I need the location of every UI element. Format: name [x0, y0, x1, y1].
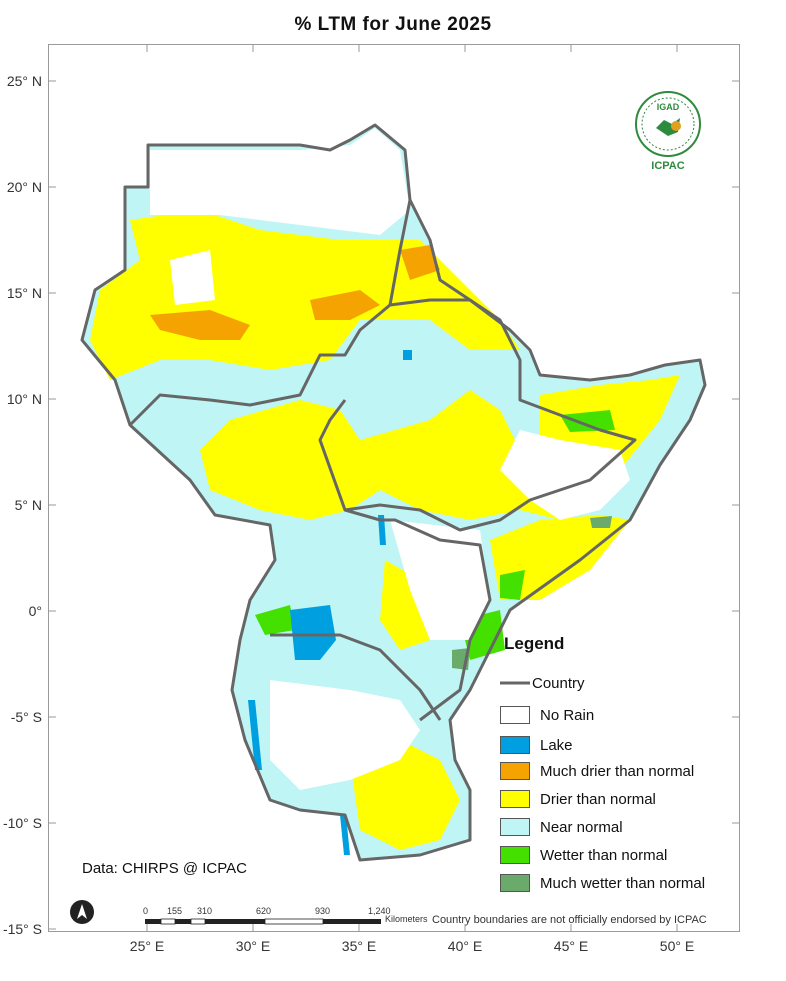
map-frame — [48, 44, 740, 932]
lake-tana — [403, 350, 412, 360]
legend-title: Legend — [504, 634, 565, 653]
scale-bar — [145, 918, 381, 925]
lake-turkana — [378, 515, 386, 545]
legend-label: Much wetter than normal — [540, 874, 706, 892]
legend-label: Lake — [540, 736, 573, 754]
uganda-tanzania-border — [270, 633, 442, 721]
legend-swatch — [500, 762, 530, 780]
drier-east — [490, 515, 630, 600]
lon-label: 25° E — [129, 938, 165, 954]
scale-tick: 310 — [197, 906, 213, 916]
kenya-border — [344, 508, 492, 722]
legend-item: Much wetter than normal — [500, 872, 705, 894]
legend-item: No Rain — [500, 704, 594, 726]
scale-tick: 930 — [315, 906, 331, 916]
sudan-southsudan-border — [128, 303, 391, 427]
lake-victoria — [290, 605, 336, 660]
ethiopia-border — [318, 298, 637, 532]
scale-tick: 0 — [143, 906, 149, 916]
wetter-3 — [500, 570, 525, 600]
no-rain-sahara — [150, 128, 410, 235]
legend-swatch — [500, 874, 530, 892]
legend-label: Near normal — [540, 818, 623, 836]
wetter-4 — [560, 410, 615, 432]
logo-bottom-text: ICPAC — [651, 160, 685, 172]
legend-item: Drier than normal — [500, 788, 656, 810]
lat-label: -15° S — [2, 921, 42, 937]
legend-item: Wetter than normal — [500, 844, 667, 866]
scale-tick: 620 — [256, 906, 272, 916]
lon-label: 50° E — [659, 938, 695, 954]
legend-label: Much drier than normal — [540, 762, 695, 780]
north-arrow-icon — [70, 900, 94, 924]
scale-unit: Kilometers — [385, 914, 428, 924]
lon-label: 35° E — [341, 938, 377, 954]
wetter-1 — [255, 605, 295, 635]
icpac-logo: IGAD ICPAC — [632, 90, 704, 174]
legend-item: Lake — [500, 734, 573, 756]
lat-label: 5° N — [14, 497, 42, 513]
lake-malawi — [340, 815, 350, 855]
legend-country-row: Country — [532, 672, 585, 694]
logo-top-text: IGAD — [656, 102, 680, 112]
much-wetter-1 — [590, 516, 612, 528]
no-rain-somalia — [500, 430, 630, 520]
lat-label: 25° N — [6, 73, 42, 89]
legend-country-label: Country — [532, 674, 585, 692]
much-drier-3 — [400, 245, 440, 280]
much-drier-2 — [310, 290, 380, 320]
no-rain-tanzania — [270, 680, 420, 790]
lat-label: 0° — [28, 603, 42, 619]
lon-label: 30° E — [235, 938, 271, 954]
scale-tick: 1,240 — [368, 906, 391, 916]
scale-tick: 155 — [167, 906, 183, 916]
legend-swatch — [500, 706, 530, 724]
lat-label: -5° S — [10, 709, 42, 725]
lat-label: 20° N — [6, 179, 42, 195]
legend-label: Wetter than normal — [540, 846, 668, 864]
lat-label: 15° N — [6, 285, 42, 301]
legend-swatch — [500, 818, 530, 836]
no-rain-kenya — [390, 520, 490, 640]
eritrea-border — [388, 199, 412, 306]
legend-swatch — [500, 846, 530, 864]
legend-label: Drier than normal — [540, 790, 656, 808]
legend-item: Much drier than normal — [500, 760, 694, 782]
no-rain-sudan-patch — [170, 250, 215, 305]
legend-label: No Rain — [540, 706, 595, 724]
much-drier-1 — [150, 310, 250, 340]
lat-label: 10° N — [6, 391, 42, 407]
drier-central — [200, 390, 540, 520]
lon-label: 45° E — [553, 938, 589, 954]
lake-tanganyika — [248, 700, 262, 770]
legend-swatch — [500, 790, 530, 808]
lat-label: -10° S — [2, 815, 42, 831]
legend-item: Near normal — [500, 816, 623, 838]
region-outline — [80, 123, 707, 862]
disclaimer-text: Country boundaries are not officially en… — [432, 914, 707, 926]
lon-label: 40° E — [447, 938, 483, 954]
legend-swatch — [500, 736, 530, 754]
data-source-label: Data: CHIRPS @ ICPAC — [82, 860, 247, 877]
map-title: % LTM for June 2025 — [294, 14, 492, 35]
